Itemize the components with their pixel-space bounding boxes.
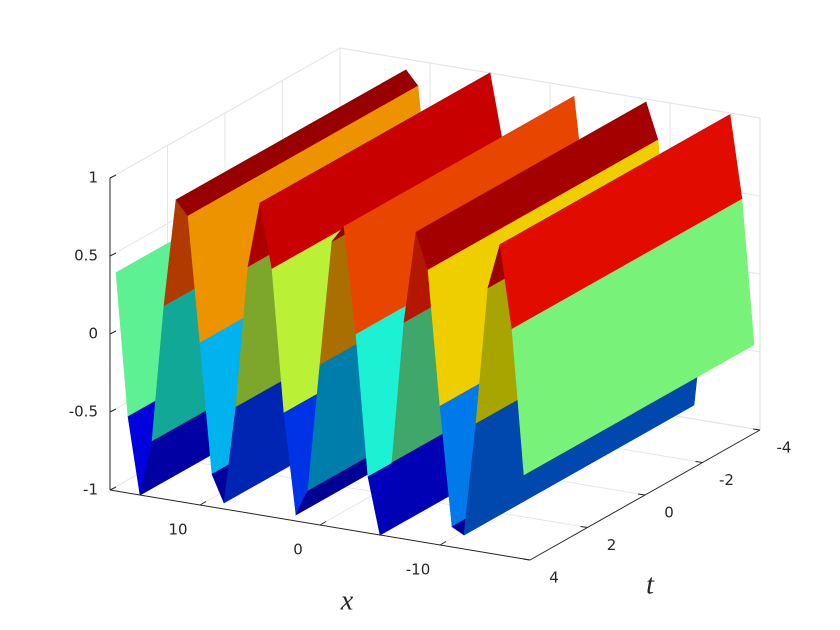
grid-line	[109, 47, 341, 179]
z-tick-label: 0.5	[74, 247, 98, 265]
t-axis-label: t	[646, 569, 655, 600]
tick-mark	[580, 526, 588, 528]
z-tick-label: -0.5	[69, 403, 98, 421]
tick-mark	[439, 541, 447, 546]
tick-mark	[637, 493, 646, 496]
t-tick-label: -2	[719, 471, 734, 489]
x-axis-label: x	[340, 585, 354, 616]
tick-mark	[109, 252, 117, 257]
tick-mark	[695, 461, 703, 463]
t-tick-label: 2	[607, 536, 617, 554]
t-tick-label: -4	[777, 439, 792, 457]
tick-mark	[319, 521, 327, 526]
tick-mark	[109, 330, 117, 335]
z-tick-label: 0	[88, 325, 98, 343]
tick-mark	[522, 558, 531, 561]
x-tick-label: -10	[406, 561, 431, 579]
z-tick-label: 1	[88, 169, 98, 187]
z-tick-label: -1	[83, 481, 98, 499]
x-tick-label: 10	[168, 521, 187, 539]
tick-mark	[752, 428, 761, 431]
tick-mark	[109, 486, 117, 491]
x-tick-label: 0	[293, 541, 303, 559]
t-tick-label: 4	[549, 569, 559, 587]
tick-mark	[199, 501, 207, 506]
surface-strip	[511, 198, 755, 476]
grid-line	[339, 47, 761, 119]
t-tick-label: 0	[664, 504, 674, 522]
tick-mark	[109, 408, 117, 413]
tick-mark	[109, 174, 117, 179]
